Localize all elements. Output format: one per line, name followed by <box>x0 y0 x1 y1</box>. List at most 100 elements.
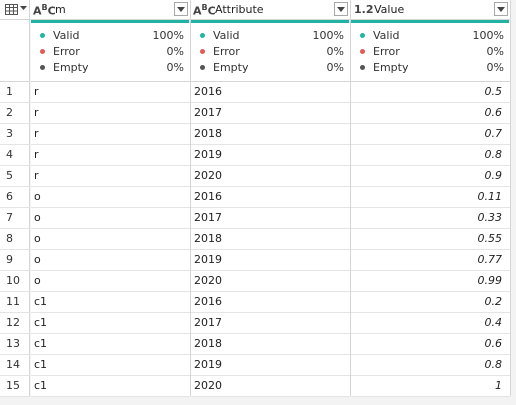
cell-m[interactable]: o <box>31 250 190 271</box>
cell-value[interactable]: 0.5 <box>351 82 510 103</box>
cell-value[interactable]: 0.77 <box>351 250 510 271</box>
cell-attribute[interactable]: 2016 <box>191 82 350 103</box>
column-separator[interactable] <box>510 0 511 396</box>
cell-value[interactable]: 0.11 <box>351 187 510 208</box>
cell-value[interactable]: 1 <box>351 376 510 397</box>
table-menu-button[interactable] <box>0 0 30 20</box>
column-filter-button[interactable] <box>494 2 508 16</box>
error-dot-icon <box>360 49 365 54</box>
cell-attribute[interactable]: 2020 <box>191 376 350 397</box>
row-number[interactable]: 13 <box>0 334 30 355</box>
profile-percent: 0% <box>486 45 504 58</box>
cell-m[interactable]: o <box>31 187 190 208</box>
row-number[interactable]: 14 <box>0 355 30 376</box>
cell-m[interactable]: c1 <box>31 376 190 397</box>
cell-value[interactable]: 0.7 <box>351 124 510 145</box>
column-separator[interactable] <box>190 0 191 396</box>
row-number[interactable]: 2 <box>0 103 30 124</box>
row-number[interactable]: 3 <box>0 124 30 145</box>
cell-value[interactable]: 0.6 <box>351 334 510 355</box>
cell-attribute[interactable]: 2018 <box>191 229 350 250</box>
column-header-m[interactable]: ABC m <box>30 0 190 20</box>
empty-dot-icon <box>40 65 45 70</box>
cell-value[interactable]: 0.8 <box>351 355 510 376</box>
cell-value[interactable]: 0.2 <box>351 292 510 313</box>
cell-m[interactable]: c1 <box>31 355 190 376</box>
cell-m[interactable]: r <box>31 103 190 124</box>
row-number[interactable]: 15 <box>0 376 30 397</box>
profile-percent: 0% <box>326 61 344 74</box>
cell-m[interactable]: c1 <box>31 313 190 334</box>
chevron-down-icon <box>177 7 185 12</box>
row-number[interactable]: 7 <box>0 208 30 229</box>
profile-label: Empty <box>53 61 89 74</box>
profile-percent: 100% <box>312 29 344 42</box>
profile-percent: 0% <box>326 45 344 58</box>
row-number[interactable]: 1 <box>0 82 30 103</box>
cell-m[interactable]: r <box>31 124 190 145</box>
cell-m[interactable]: c1 <box>31 292 190 313</box>
column-header-attribute[interactable]: ABC Attribute <box>190 0 350 20</box>
cell-attribute[interactable]: 2019 <box>191 145 350 166</box>
cell-value[interactable]: 0.99 <box>351 271 510 292</box>
cell-value[interactable]: 0.33 <box>351 208 510 229</box>
cell-value[interactable]: 0.6 <box>351 103 510 124</box>
cell-m[interactable]: r <box>31 145 190 166</box>
cell-attribute[interactable]: 2016 <box>191 292 350 313</box>
cell-m[interactable]: c1 <box>31 334 190 355</box>
cell-m[interactable]: r <box>31 166 190 187</box>
column-profile: Valid 100% Error 0% Empty 0% <box>191 23 350 82</box>
profile-label: Valid <box>53 29 80 42</box>
cell-attribute[interactable]: 2020 <box>191 271 350 292</box>
column-name: m <box>55 3 66 16</box>
column-quality-bar <box>31 20 189 23</box>
column-header-value[interactable]: 1.2 Value <box>350 0 510 20</box>
cell-value[interactable]: 0.55 <box>351 229 510 250</box>
column-profile: Valid 100% Error 0% Empty 0% <box>31 23 190 82</box>
error-dot-icon <box>200 49 205 54</box>
cell-attribute[interactable]: 2020 <box>191 166 350 187</box>
row-number[interactable]: 4 <box>0 145 30 166</box>
cell-attribute[interactable]: 2019 <box>191 250 350 271</box>
cell-attribute[interactable]: 2018 <box>191 334 350 355</box>
profile-percent: 0% <box>486 61 504 74</box>
cell-attribute[interactable]: 2019 <box>191 355 350 376</box>
cell-attribute[interactable]: 2017 <box>191 313 350 334</box>
column-separator[interactable] <box>350 0 351 396</box>
row-number[interactable]: 5 <box>0 166 30 187</box>
column-name: Value <box>374 3 405 16</box>
profile-label: Error <box>53 45 80 58</box>
row-number[interactable]: 9 <box>0 250 30 271</box>
cell-m[interactable]: r <box>31 82 190 103</box>
cell-m[interactable]: o <box>31 271 190 292</box>
cell-m[interactable]: o <box>31 229 190 250</box>
cell-attribute[interactable]: 2016 <box>191 187 350 208</box>
cell-attribute[interactable]: 2017 <box>191 103 350 124</box>
profile-empty-row: Empty 0% <box>357 60 504 76</box>
profile-label: Error <box>373 45 400 58</box>
text-type-icon: ABC <box>33 3 56 18</box>
column-name: Attribute <box>215 3 264 16</box>
profile-valid-row: Valid 100% <box>197 28 344 44</box>
cell-attribute[interactable]: 2018 <box>191 124 350 145</box>
empty-dot-icon <box>200 65 205 70</box>
row-number[interactable]: 12 <box>0 313 30 334</box>
valid-dot-icon <box>360 33 365 38</box>
chevron-down-icon <box>20 6 27 10</box>
row-number[interactable]: 10 <box>0 271 30 292</box>
cell-value[interactable]: 0.8 <box>351 145 510 166</box>
cell-m[interactable]: o <box>31 208 190 229</box>
profile-error-row: Error 0% <box>357 44 504 60</box>
column-filter-button[interactable] <box>334 2 348 16</box>
row-number[interactable]: 11 <box>0 292 30 313</box>
column-filter-button[interactable] <box>174 2 188 16</box>
profile-percent: 100% <box>152 29 184 42</box>
row-number[interactable]: 6 <box>0 187 30 208</box>
profile-label: Empty <box>373 61 409 74</box>
cell-attribute[interactable]: 2017 <box>191 208 350 229</box>
cell-value[interactable]: 0.4 <box>351 313 510 334</box>
row-number[interactable]: 8 <box>0 229 30 250</box>
cell-value[interactable]: 0.9 <box>351 166 510 187</box>
profile-label: Valid <box>213 29 240 42</box>
